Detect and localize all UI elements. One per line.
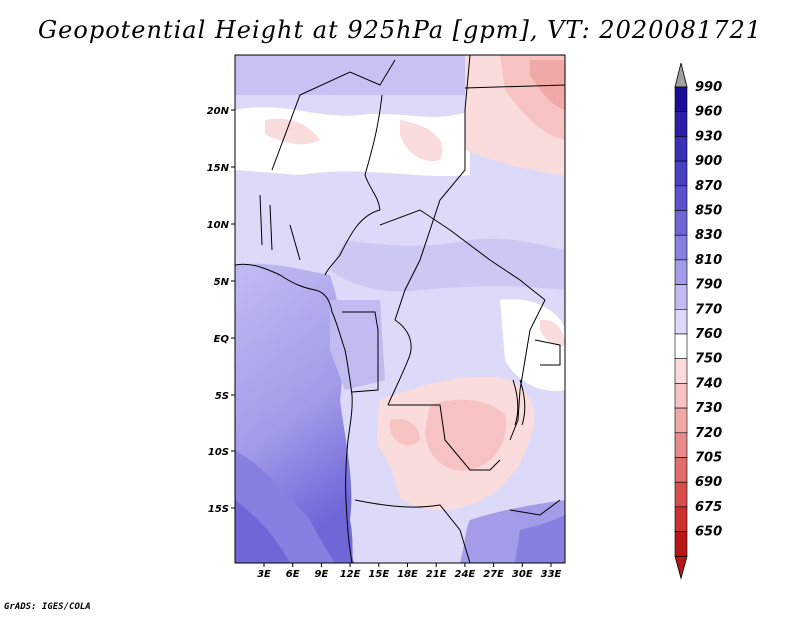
colorbar-label: 830 bbox=[695, 228, 722, 243]
lat-tick-label: 15N bbox=[207, 163, 230, 174]
lat-tick-label: 15S bbox=[208, 504, 229, 515]
lat-tick-label: 10S bbox=[208, 447, 229, 458]
colorbar-segment bbox=[674, 531, 688, 557]
colorbar-label: 760 bbox=[695, 327, 722, 342]
colorbar-segment bbox=[674, 407, 688, 434]
latitude-axis: 20N 15N 10N 5N EQ 5S 10S 15S bbox=[207, 106, 235, 515]
colorbar-label: 770 bbox=[695, 302, 722, 317]
colorbar-label: 750 bbox=[695, 352, 722, 367]
colorbar-segment bbox=[674, 234, 688, 261]
colorbar-segment bbox=[674, 210, 688, 236]
colorbar-label: 675 bbox=[695, 500, 722, 515]
lon-tick-label: 21E bbox=[426, 569, 447, 580]
lon-tick-label: 3E bbox=[257, 569, 271, 580]
lat-tick-label: 5S bbox=[215, 391, 229, 402]
colorbar-segment bbox=[674, 185, 688, 211]
colorbar: 990 960 930 900 870 850 830 810 790 770 760 750 740 7… bbox=[674, 62, 722, 580]
colorbar-segment bbox=[674, 506, 688, 532]
lon-tick-label: 6E bbox=[286, 569, 300, 580]
colorbar-segment bbox=[674, 308, 688, 335]
colorbar-label: 870 bbox=[695, 179, 722, 194]
colorbar-label: 850 bbox=[695, 204, 722, 219]
colorbar-bottom-arrow bbox=[674, 555, 688, 580]
height-field bbox=[235, 55, 565, 563]
colorbar-label: 900 bbox=[695, 154, 722, 169]
plot-frame bbox=[234, 54, 566, 564]
colorbar-label: 730 bbox=[695, 401, 722, 416]
colorbar-segment bbox=[674, 432, 688, 458]
colorbar-label: 810 bbox=[695, 253, 722, 268]
colorbar-label: 720 bbox=[695, 426, 722, 441]
colorbar-segment bbox=[674, 333, 688, 360]
lon-tick-label: 27E bbox=[483, 569, 504, 580]
colorbar-label: 650 bbox=[695, 525, 722, 540]
colorbar-segment bbox=[674, 160, 688, 187]
colorbar-label: 790 bbox=[695, 278, 722, 293]
colorbar-label: 705 bbox=[695, 451, 722, 466]
lon-tick-label: 9E bbox=[315, 569, 329, 580]
colorbar-segment bbox=[674, 457, 688, 483]
colorbar-label: 740 bbox=[695, 376, 722, 391]
lat-tick-label: EQ bbox=[214, 334, 230, 345]
lon-tick-label: 30E bbox=[512, 569, 533, 580]
grads-credit: GrADS: IGES/COLA bbox=[4, 602, 91, 612]
lon-tick-label: 15E bbox=[368, 569, 389, 580]
lat-tick-label: 20N bbox=[207, 106, 230, 117]
colorbar-segment bbox=[674, 481, 688, 508]
colorbar-segment bbox=[674, 86, 688, 113]
lon-tick-label: 18E bbox=[397, 569, 418, 580]
borders bbox=[235, 55, 565, 563]
lon-tick-label: 24E bbox=[455, 569, 476, 580]
map-title: Geopotential Height at 925hPa [gpm], VT:… bbox=[38, 16, 762, 44]
colorbar-label: 690 bbox=[695, 475, 722, 490]
longitude-axis: 3E 6E 9E 12E 15E 18E 21E 24E 27E 30E 33E bbox=[257, 563, 562, 580]
colorbar-segment bbox=[674, 136, 688, 162]
colorbar-top-arrow bbox=[674, 62, 688, 88]
colorbar-segment bbox=[674, 284, 688, 310]
colorbar-label: 960 bbox=[695, 105, 722, 120]
lat-tick-label: 10N bbox=[207, 220, 230, 231]
colorbar-segment bbox=[674, 383, 688, 409]
colorbar-segment bbox=[674, 259, 688, 285]
lat-tick-label: 5N bbox=[214, 277, 230, 288]
colorbar-label: 990 bbox=[695, 80, 722, 95]
colorbar-label: 930 bbox=[695, 129, 722, 144]
lon-tick-label: 33E bbox=[541, 569, 562, 580]
colorbar-segment bbox=[674, 111, 688, 137]
colorbar-segment bbox=[674, 358, 688, 384]
lon-tick-label: 12E bbox=[340, 569, 361, 580]
